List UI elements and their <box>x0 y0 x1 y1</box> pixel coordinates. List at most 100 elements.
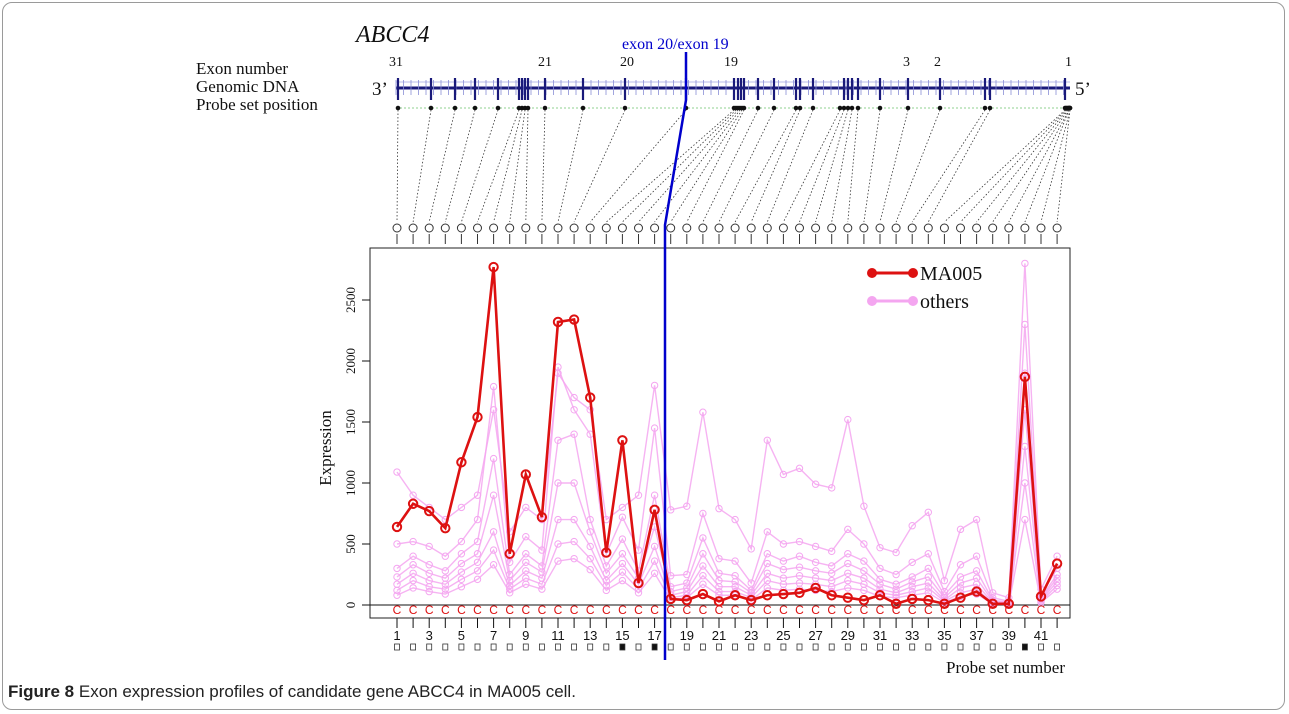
baseline-marker: C <box>924 603 933 617</box>
others-series-point <box>1021 320 1029 329</box>
probe-circle <box>746 223 756 233</box>
probe-set-box <box>506 643 513 651</box>
ma005-series-point <box>520 469 531 480</box>
others-series-point <box>409 491 417 499</box>
others-series-point <box>860 567 868 575</box>
others-series-point <box>876 543 884 552</box>
baseline-marker: C <box>892 603 901 617</box>
others-series-point <box>457 503 466 512</box>
probe-set-box <box>732 643 738 651</box>
others-series-point <box>393 564 401 573</box>
others-series-point <box>828 484 836 492</box>
others-series-point <box>795 464 804 473</box>
probe-circle <box>843 223 853 233</box>
y-axis-label: Expression <box>316 410 335 486</box>
row-label-genomic-dna: Genomic DNA <box>196 77 300 96</box>
others-series-point <box>650 381 659 390</box>
others-series-point <box>393 586 401 595</box>
probe-position-dot <box>905 105 911 111</box>
baseline-marker: C <box>586 603 595 617</box>
probe-connector <box>799 109 845 223</box>
ma005-series-point <box>649 504 660 516</box>
others-series-point <box>409 537 417 546</box>
ma005-series-point <box>842 592 853 603</box>
baseline-marker: C <box>441 603 450 617</box>
others-series-point <box>779 470 788 479</box>
legend-dot <box>908 268 918 278</box>
probe-set-box <box>1054 643 1060 651</box>
probe-connector <box>766 109 814 223</box>
others-series-point <box>908 522 916 530</box>
probe-connector <box>1008 109 1070 223</box>
others-series-point <box>731 557 739 565</box>
ma005-series-point <box>488 261 499 273</box>
others-series-point <box>667 506 675 514</box>
baseline-marker: C <box>988 603 997 617</box>
probe-connector <box>847 109 859 223</box>
probe-circle <box>714 223 724 233</box>
others-series-point <box>892 593 900 602</box>
probe-connector <box>638 109 739 223</box>
x-tick-label: 17 <box>647 628 661 643</box>
ma005-series-point <box>1051 558 1063 569</box>
probe-connector <box>670 109 743 223</box>
row-label-probe-set-position: Probe set position <box>196 95 318 114</box>
others-series-point <box>876 564 884 573</box>
others-series-point <box>956 584 965 592</box>
x-tick-label: 25 <box>776 628 790 643</box>
probe-circle <box>553 223 563 233</box>
others-series-point <box>844 569 852 577</box>
others-series-point <box>763 436 771 444</box>
others-series-point <box>554 436 562 444</box>
others-series-point <box>602 586 610 595</box>
others-series-point <box>699 534 707 542</box>
others-series-point <box>409 552 417 560</box>
others-series-point <box>554 540 562 548</box>
others-series-point <box>956 525 965 534</box>
ma005-series-point <box>987 598 998 609</box>
probe-set-box <box>844 643 851 651</box>
others-series-point <box>699 408 707 416</box>
others-series-point <box>763 550 771 558</box>
row-label-exon-number: Exon number <box>196 59 288 78</box>
baseline-marker: C <box>473 603 482 617</box>
probe-set-box <box>780 643 787 651</box>
others-series-point <box>908 573 916 581</box>
x-tick-label: 3 <box>426 628 433 643</box>
others-series-point <box>715 583 723 591</box>
others-series-point <box>924 550 932 558</box>
others-series-point <box>924 579 932 587</box>
probe-connector <box>428 109 456 223</box>
others-series-point <box>570 393 578 402</box>
probe-connector <box>525 109 529 223</box>
probe-circle <box>891 223 901 233</box>
probe-circle <box>827 223 837 233</box>
probe-connector <box>1040 109 1071 223</box>
probe-set-box <box>861 643 867 651</box>
others-series-point <box>425 561 433 569</box>
ma005-series-point <box>504 548 515 559</box>
gene-name: ABCC4 <box>354 22 429 48</box>
others-series-point <box>409 569 417 577</box>
probe-position-dot <box>855 105 861 111</box>
others-series-point <box>1053 574 1061 582</box>
baseline-marker: C <box>747 603 756 617</box>
probe-circle <box>473 223 482 233</box>
others-series-point <box>699 509 707 518</box>
probe-circle <box>730 223 740 233</box>
baseline-marker: C <box>827 603 836 617</box>
probe-circle <box>972 223 982 233</box>
probe-position-dot <box>841 105 847 111</box>
probe-connector <box>622 109 737 223</box>
others-series-point <box>828 547 836 556</box>
probe-position-dot <box>495 105 501 111</box>
probe-circle <box>569 223 579 233</box>
others-series-point <box>473 567 482 575</box>
ma005-series-point <box>585 392 596 403</box>
probe-set-box <box>957 643 964 651</box>
others-series-point <box>457 559 466 568</box>
others-series-point <box>650 542 659 551</box>
probe-set-box <box>539 643 545 651</box>
probe-set-box <box>603 643 610 651</box>
